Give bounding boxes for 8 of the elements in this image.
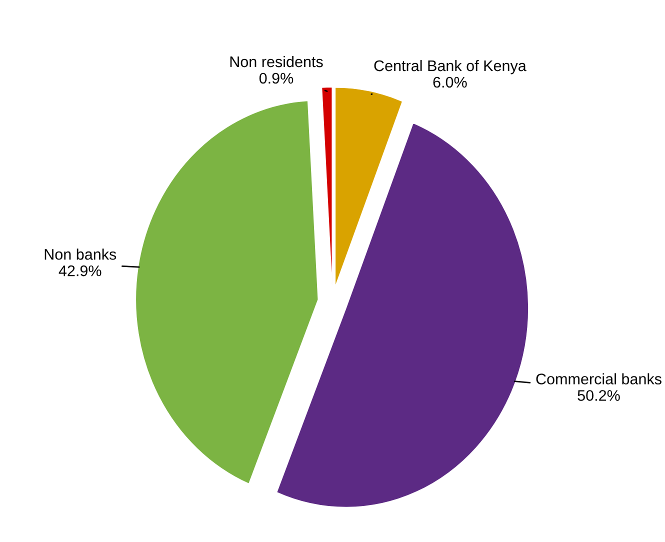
data-label: 0.9% bbox=[259, 72, 294, 84]
slice-label: Central Bank of Kenya bbox=[374, 60, 526, 74]
slice-label: Commercial banks bbox=[536, 373, 662, 384]
slice-label: Non banks bbox=[44, 248, 116, 260]
data-label: 50.2% bbox=[578, 390, 620, 401]
data-label: 42.9% bbox=[58, 265, 102, 276]
slice-label: Non residents bbox=[230, 56, 323, 68]
data-label: 6.0% bbox=[433, 76, 467, 88]
